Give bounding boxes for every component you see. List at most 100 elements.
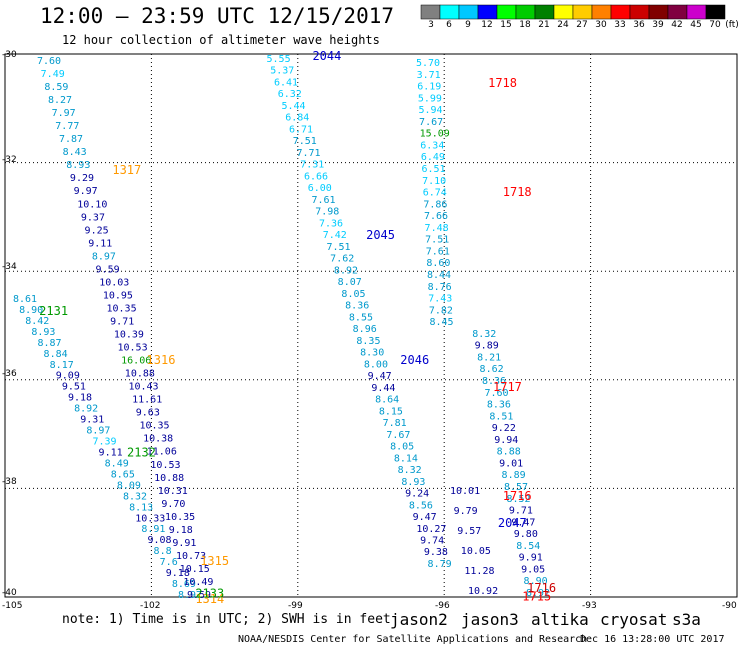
swh-value: 10.88: [125, 369, 155, 380]
legend-s3a: s3a: [672, 610, 701, 629]
swh-value: 9.47: [511, 517, 535, 528]
swh-value: 9.59: [96, 264, 120, 275]
swh-value: 6.51: [422, 164, 446, 175]
swh-value: 8.07: [338, 277, 362, 288]
pass-time-label: 2044: [312, 49, 341, 63]
swh-value: 8.59: [44, 82, 68, 93]
swh-value: 10.27: [416, 524, 446, 535]
swh-value: 9.38: [424, 547, 448, 558]
legend-bin-label: 12: [481, 20, 493, 30]
swh-value: 5.44: [282, 101, 306, 112]
legend-swatch: [553, 4, 574, 20]
legend-bin-label: 33: [614, 20, 626, 30]
swh-value: 8.92: [526, 588, 550, 599]
swh-value: 7.43: [428, 294, 452, 305]
lon-label: -105: [2, 601, 23, 611]
legend-swatch: [610, 4, 631, 20]
swh-value: 5.94: [418, 105, 442, 116]
swh-value: 8.15: [379, 406, 403, 417]
pass-time-label: 2133: [195, 587, 224, 601]
swh-value: 10.53: [117, 343, 147, 354]
swh-value: 8.05: [390, 442, 414, 453]
swh-value: 7.82: [429, 305, 453, 316]
swh-value: 7.81: [383, 418, 407, 429]
swh-value: 8.52: [506, 494, 530, 505]
legend-swatch: [439, 4, 460, 20]
swh-value: 8.92: [334, 265, 358, 276]
swh-value: 9.44: [371, 383, 395, 394]
pass-time-label: 1718: [488, 76, 517, 90]
pass-time-label: 1314: [195, 592, 224, 606]
pass-time-label: 1716: [527, 581, 556, 595]
swh-value: 10.05: [461, 546, 491, 557]
swh-value: 7.10: [422, 176, 446, 187]
swh-value: 10.01: [450, 486, 480, 497]
legend-bin-label: 24: [557, 20, 569, 30]
swh-value: 9.91: [172, 538, 196, 549]
swh-value: 16.06: [121, 356, 151, 367]
swh-value: 8.30: [360, 348, 384, 359]
swh-value: 8.32: [123, 491, 147, 502]
swh-value: 8.56: [409, 500, 433, 511]
swh-value: 8.61: [13, 294, 37, 305]
swh-value: 6.84: [285, 113, 309, 124]
swh-value: 7.60: [37, 56, 61, 67]
legend-bin-label: 21: [538, 20, 550, 30]
legend-swatch: [629, 4, 650, 20]
swh-value: 9.31: [80, 415, 104, 426]
swh-value: 8.35: [356, 336, 380, 347]
swh-value: 7.6: [160, 557, 178, 568]
legend-bin-label: 45: [690, 20, 702, 30]
swh-value: 8.93: [401, 477, 425, 488]
swh-value: 8.60: [426, 258, 450, 269]
swh-value: 9.18: [68, 393, 92, 404]
swh-value: 7.36: [319, 218, 343, 229]
swh-value: 8.57: [504, 482, 528, 493]
swh-value: 7.66: [424, 211, 448, 222]
footer-date: Dec 16 13:28:00 UTC 2017: [580, 634, 725, 645]
swh-value: 9.74: [420, 536, 444, 547]
swh-value: 11.61: [132, 395, 162, 406]
swh-value: 9.47: [413, 512, 437, 523]
swh-value: 7.97: [52, 108, 76, 119]
legend-bin-label: 6: [446, 20, 452, 30]
legend-altika: altika: [531, 610, 589, 629]
swh-value: 7.49: [41, 69, 65, 80]
legend-bin-label: 42: [671, 20, 683, 30]
swh-value: 8.55: [349, 312, 373, 323]
swh-value: 8.45: [429, 317, 453, 328]
swh-value: 8.97: [178, 590, 202, 601]
swh-value: 8.49: [105, 458, 129, 469]
pass-time-label: 2132: [127, 445, 156, 459]
legend-swatch: [420, 4, 441, 20]
pass-time-label: 1315: [200, 554, 229, 568]
swh-value: 3.71: [417, 70, 441, 81]
legend-cryosat: cryosat: [600, 610, 668, 629]
swh-value: 7.31: [300, 160, 324, 171]
legend-swatch: [458, 4, 479, 20]
legend-bin-label: 70: [709, 20, 721, 30]
swh-value: 6.41: [274, 77, 298, 88]
swh-value: 8.32: [472, 329, 496, 340]
lon-label: -102: [140, 601, 161, 611]
swh-value: 10.03: [99, 277, 129, 288]
legend-swatch: [648, 4, 669, 20]
swh-value: 10.88: [154, 473, 184, 484]
pass-time-label: 1716: [503, 489, 532, 503]
legend-swatch: [705, 4, 726, 20]
swh-value: 7.48: [425, 223, 449, 234]
swh-value: 9.29: [70, 173, 94, 184]
swh-value: 7.51: [326, 242, 350, 253]
legend-swatch: [572, 4, 593, 20]
swh-value: 9.51: [62, 382, 86, 393]
swh-value: 8.05: [341, 289, 365, 300]
swh-value: 10.31: [158, 486, 188, 497]
legend-swatch: [686, 4, 707, 20]
swh-value: 8.93: [66, 160, 90, 171]
swh-value: 8.43: [63, 147, 87, 158]
legend-bin-label: 18: [519, 20, 531, 30]
swh-value: 9.22: [492, 423, 516, 434]
swh-value: 10.10: [77, 199, 107, 210]
